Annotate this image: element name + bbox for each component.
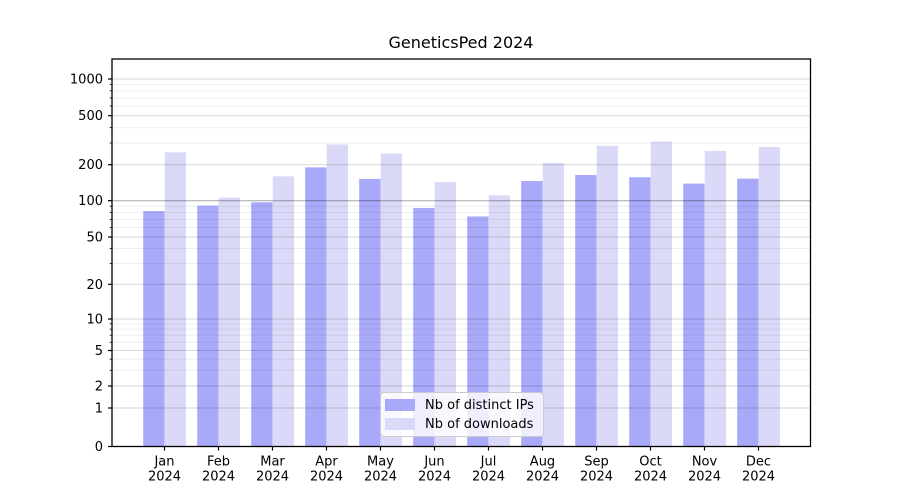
bar-downloads-jun — [434, 182, 456, 447]
x-tick-label-month: Dec — [746, 455, 771, 470]
y-tick-label: 1 — [95, 402, 103, 417]
legend-item-distinct-ips: Nb of distinct IPs — [385, 398, 543, 413]
y-tick-label: 100 — [78, 194, 103, 209]
bar-distinct-ips-jun — [413, 207, 435, 447]
x-tick-label-year: 2024 — [472, 470, 505, 485]
bar-downloads-jan — [164, 152, 186, 447]
x-tick-label-year: 2024 — [688, 470, 721, 485]
legend-label-distinct-ips: Nb of distinct IPs — [425, 397, 534, 413]
x-tick-label-month: Mar — [260, 455, 285, 470]
y-tick-label: 200 — [78, 158, 103, 173]
bar-downloads-dec — [758, 147, 780, 447]
x-tick-label-month: Jun — [423, 455, 444, 470]
bar-downloads-jul — [488, 195, 510, 447]
bar-downloads-apr — [326, 144, 348, 447]
bar-downloads-sep — [596, 145, 618, 447]
bar-distinct-ips-jul — [467, 216, 489, 447]
x-tick-label-month: Jan — [153, 455, 174, 470]
x-tick-label-month: Sep — [584, 455, 609, 470]
legend-swatch-distinct-ips — [385, 399, 415, 411]
bar-distinct-ips-nov — [683, 183, 705, 447]
axis-layer: 01251020501002005001000Jan2024Feb2024Mar… — [70, 58, 812, 485]
x-tick-label-month: Aug — [530, 455, 555, 470]
legend: Nb of distinct IPs Nb of downloads — [380, 392, 544, 437]
bar-downloads-oct — [650, 141, 672, 447]
legend-item-downloads: Nb of downloads — [385, 417, 543, 432]
x-tick-label-year: 2024 — [364, 470, 397, 485]
x-tick-label-year: 2024 — [202, 470, 235, 485]
bar-downloads-aug — [542, 162, 564, 447]
bar-downloads-may — [380, 153, 402, 447]
x-tick-label-month: Feb — [207, 455, 230, 470]
bar-distinct-ips-apr — [305, 167, 327, 447]
x-tick-label-year: 2024 — [526, 470, 559, 485]
legend-label-downloads: Nb of downloads — [425, 416, 534, 432]
x-tick-label-month: Oct — [639, 455, 661, 470]
x-tick-label-month: May — [367, 455, 394, 470]
legend-swatch-downloads — [385, 418, 415, 430]
y-tick-label: 2 — [95, 380, 103, 395]
x-tick-label-year: 2024 — [418, 470, 451, 485]
y-tick-label: 500 — [78, 109, 103, 124]
bar-downloads-feb — [218, 197, 240, 447]
x-tick-label-year: 2024 — [256, 470, 289, 485]
bar-downloads-nov — [704, 150, 726, 447]
bar-distinct-ips-sep — [575, 175, 597, 447]
x-tick-label-year: 2024 — [634, 470, 667, 485]
plot-frame — [111, 58, 812, 448]
y-tick-label: 50 — [86, 231, 103, 246]
bar-distinct-ips-mar — [251, 202, 273, 447]
y-tick-label: 10 — [86, 313, 103, 328]
bar-distinct-ips-jan — [143, 211, 165, 447]
y-tick-label: 20 — [86, 278, 103, 293]
x-tick-label-month: Apr — [315, 455, 338, 470]
x-tick-label-year: 2024 — [580, 470, 613, 485]
bar-distinct-ips-may — [359, 178, 381, 447]
bar-downloads-mar — [272, 176, 294, 447]
x-tick-label-year: 2024 — [310, 470, 343, 485]
bar-distinct-ips-oct — [629, 177, 651, 447]
y-tick-label: 0 — [95, 440, 103, 455]
bar-distinct-ips-aug — [521, 181, 543, 447]
chart-title: GeneticsPed 2024 — [388, 33, 534, 52]
bar-distinct-ips-feb — [197, 205, 219, 447]
bar-distinct-ips-dec — [737, 178, 759, 447]
x-tick-label-year: 2024 — [148, 470, 181, 485]
bars-layer — [143, 141, 780, 447]
y-tick-label: 1000 — [70, 73, 103, 88]
x-tick-label-year: 2024 — [742, 470, 775, 485]
x-tick-label-month: Jul — [480, 455, 497, 470]
y-tick-label: 5 — [95, 344, 103, 359]
x-tick-label-month: Nov — [692, 455, 718, 470]
